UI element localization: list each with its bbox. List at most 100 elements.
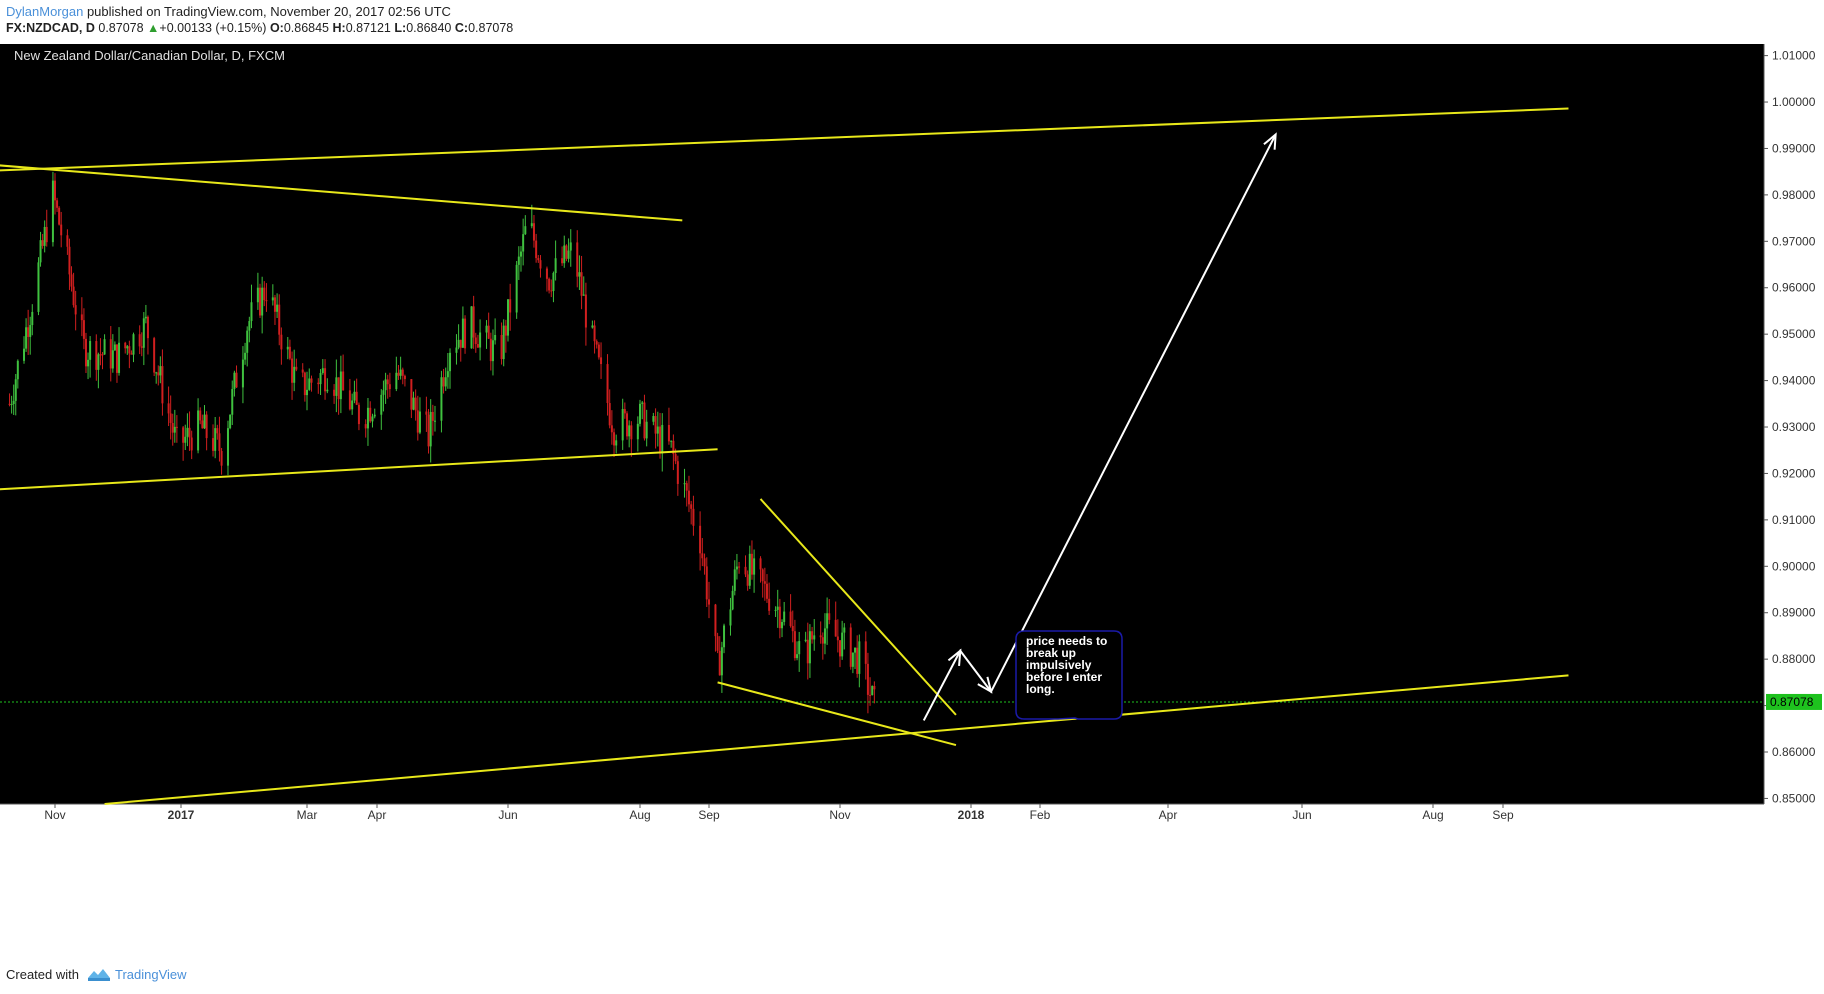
- candle-body: [610, 425, 613, 433]
- candle-body: [565, 245, 568, 259]
- candle-body: [84, 338, 87, 367]
- candle-body: [836, 636, 839, 641]
- candle-body: [339, 371, 342, 400]
- candle-body: [464, 318, 467, 349]
- close-value: 0.87078: [468, 21, 514, 35]
- candle-body: [140, 346, 143, 348]
- trendline-wedge-upper[interactable]: [759, 498, 957, 716]
- candle-body: [256, 287, 259, 303]
- x-tick-label: Jun: [1292, 808, 1311, 822]
- candle-body: [357, 404, 360, 425]
- candle-body: [337, 377, 340, 400]
- candle-body: [479, 332, 482, 348]
- candle-body: [761, 569, 764, 582]
- footer: Created with TradingView: [6, 966, 187, 982]
- projection-path[interactable]: [922, 134, 1277, 721]
- candle-body: [808, 631, 811, 664]
- candle-body: [597, 344, 600, 358]
- high-label: H:: [332, 21, 346, 35]
- last-price-label: 0.87078: [1770, 695, 1814, 709]
- candle-body: [839, 640, 841, 657]
- candle-body: [600, 357, 603, 365]
- candle-body: [416, 410, 419, 433]
- candle-body: [229, 414, 232, 429]
- candle-body: [241, 359, 244, 388]
- candle-body: [303, 372, 306, 396]
- candle-body: [746, 574, 749, 586]
- time-axis[interactable]: [0, 804, 1764, 824]
- candle-body: [748, 553, 751, 586]
- open-value: 0.86845: [283, 21, 330, 35]
- candle-body: [580, 272, 583, 296]
- candle-body: [595, 341, 598, 345]
- candle-body: [246, 330, 249, 353]
- trendline-wedge-lower[interactable]: [717, 681, 957, 747]
- candle-body: [718, 650, 721, 676]
- x-tick-label: Nov: [829, 808, 850, 822]
- author-link[interactable]: DylanMorgan: [6, 4, 84, 19]
- x-tick-label: Feb: [1030, 808, 1051, 822]
- candle-body: [561, 258, 564, 264]
- candle-body: [687, 490, 690, 505]
- candle-body: [37, 262, 40, 312]
- annotation-text-line: break up: [1026, 646, 1076, 660]
- candle-body: [288, 346, 291, 359]
- candle-body: [173, 426, 176, 433]
- candle-body: [8, 403, 11, 405]
- candle-body: [606, 364, 609, 404]
- candle-body: [659, 426, 662, 454]
- candle-body: [683, 483, 686, 485]
- low-value: 0.86840: [406, 21, 452, 35]
- candle-body: [99, 354, 102, 356]
- candle-body: [278, 304, 281, 335]
- candle-body: [27, 327, 30, 337]
- candle-body: [142, 318, 145, 348]
- candle-body: [14, 379, 17, 401]
- candle-body: [854, 647, 857, 653]
- candle-body: [813, 635, 816, 640]
- candle-body: [563, 245, 566, 264]
- candle-body: [864, 641, 867, 664]
- annotation-callout[interactable]: [1015, 630, 1123, 720]
- candle-body: [382, 390, 385, 395]
- y-tick-label: 0.89000: [1772, 606, 1816, 620]
- candle-body: [491, 340, 494, 362]
- candle-body: [128, 346, 131, 354]
- candle-body: [16, 360, 19, 380]
- x-tick-label: Apr: [1159, 808, 1178, 822]
- trendline-upper-channel[interactable]: [0, 107, 1569, 172]
- candle-body: [849, 627, 852, 667]
- chart-area[interactable]: New Zealand Dollar/Canadian Dollar, D, F…: [0, 44, 1824, 964]
- candle-body: [446, 371, 449, 378]
- candle-body: [29, 325, 32, 337]
- y-tick-label: 0.99000: [1772, 141, 1816, 155]
- candle-body: [321, 368, 324, 374]
- x-tick-label: Apr: [368, 808, 387, 822]
- trendline-lower-channel[interactable]: [104, 674, 1569, 805]
- candle-body: [412, 397, 415, 410]
- chart-svg[interactable]: New Zealand Dollar/Canadian Dollar, D, F…: [0, 44, 1824, 964]
- candle-body: [485, 325, 488, 333]
- candle-body: [293, 366, 296, 383]
- candle-body: [233, 372, 236, 390]
- candle-body: [470, 306, 473, 349]
- candle-body: [578, 272, 581, 277]
- candle-body: [12, 400, 15, 405]
- chart-title: New Zealand Dollar/Canadian Dollar, D, F…: [14, 48, 285, 63]
- candle-body: [457, 339, 460, 348]
- candle-body: [690, 504, 693, 509]
- candle-body: [692, 508, 695, 526]
- tradingview-brand[interactable]: TradingView: [114, 966, 187, 982]
- candle-body: [95, 341, 98, 370]
- candle-body: [87, 359, 90, 367]
- y-tick-label: 1.00000: [1772, 95, 1816, 109]
- candle-body: [197, 410, 200, 451]
- candle-body: [676, 461, 679, 484]
- trendline-top-resistance[interactable]: [0, 164, 683, 222]
- candle-body: [351, 400, 354, 410]
- trendline-mid-support[interactable]: [0, 448, 718, 491]
- candle-body: [395, 372, 398, 390]
- arrowhead-down: [977, 676, 993, 694]
- candle-body: [554, 258, 557, 274]
- candle-body: [811, 631, 814, 640]
